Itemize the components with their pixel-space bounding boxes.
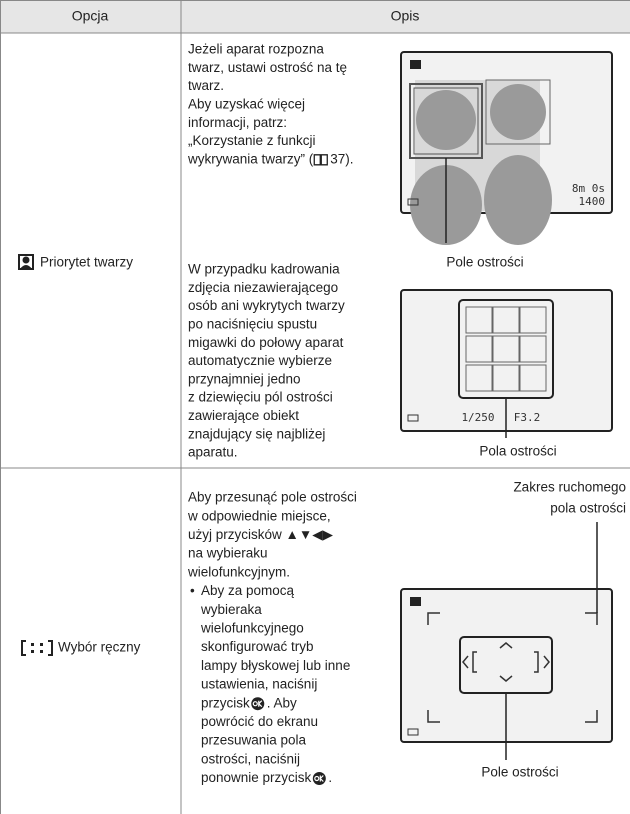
text-line: aparatu. xyxy=(188,445,238,460)
text-line: . Aby xyxy=(267,695,297,710)
text-line: . xyxy=(328,770,332,785)
text-line: wielofunkcyjnym. xyxy=(187,564,290,579)
ok-icon-k xyxy=(258,700,263,708)
text-line: Jeżeli aparat rozpozna xyxy=(188,42,324,57)
text-line: w odpowiednie miejsce, xyxy=(187,508,331,523)
text-line: wybieraka xyxy=(200,602,262,617)
bullet: • xyxy=(190,583,195,598)
text-line: Aby uzyskać więcej xyxy=(188,96,305,111)
screen-text: 1400 xyxy=(579,195,606,208)
screen-text: F3.2 xyxy=(514,411,541,424)
text-line: ustawienia, naciśnij xyxy=(201,677,317,692)
option-label: Wybór ręczny xyxy=(58,640,141,655)
text-line: powrócić do ekranu xyxy=(201,714,318,729)
text-line: ponownie przycisk xyxy=(201,770,312,785)
text-line: twarz, ustawi ostrość na tę xyxy=(188,60,347,75)
text-line: Aby przesunąć pole ostrości xyxy=(188,490,357,505)
text-line: wykrywania twarzy” ( xyxy=(187,151,314,166)
text-line: na wybieraku xyxy=(188,546,268,561)
screen-text: 1/250 xyxy=(461,411,494,424)
text-line: zawierające obiekt xyxy=(188,408,299,423)
manual-icon xyxy=(21,640,53,656)
face-icon xyxy=(18,254,34,270)
header-cell: Opcja xyxy=(72,8,109,24)
text-line: informacji, patrz: xyxy=(188,115,287,130)
text-line: osób ani wykrytych twarzy xyxy=(188,298,345,313)
text-line: przesuwania pola xyxy=(201,733,307,748)
text-line: lampy błyskowej lub inne xyxy=(201,658,350,673)
text-line: po naciśnięciu spustu xyxy=(188,316,317,331)
text-line: W przypadku kadrowania xyxy=(188,262,340,277)
screen-illustration xyxy=(400,522,613,760)
text-line: przycisk xyxy=(201,695,250,710)
header-bg xyxy=(0,0,630,33)
ok-icon-ring xyxy=(252,701,258,707)
caption: Pole ostrości xyxy=(446,255,523,270)
screen-text: 8m 0s xyxy=(572,182,605,195)
caption: Pola ostrości xyxy=(479,444,556,459)
text-line: przynajmniej jedno xyxy=(188,371,301,386)
screen-illustration xyxy=(400,51,613,245)
text-line: skonfigurować tryb xyxy=(201,639,314,654)
text-line: zdjęcia niezawierającego xyxy=(188,280,338,295)
text-line: ostrości, naciśnij xyxy=(201,751,300,766)
text-line: znajdujący się najbliżej xyxy=(188,426,325,441)
text-line: Aby za pomocą xyxy=(201,583,295,598)
screen-illustration xyxy=(400,289,613,438)
text-line: wielofunkcyjnego xyxy=(200,620,304,635)
text-line: z dziewięciu pól ostrości xyxy=(188,390,333,405)
text-line: migawki do połowy aparat xyxy=(188,335,344,350)
text-line: użyj przycisków ▲▼◀▶ xyxy=(188,527,334,542)
caption: pola ostrości xyxy=(550,501,626,516)
ok-icon-k xyxy=(319,775,324,782)
ok-icon-ring xyxy=(314,775,320,782)
text-line: „Korzystanie z funkcji xyxy=(188,133,316,148)
text-line: automatycznie wybierze xyxy=(188,353,332,368)
text-line: 37). xyxy=(330,151,353,166)
caption: Pole ostrości xyxy=(481,765,558,780)
text-line: twarz. xyxy=(188,78,224,93)
caption: Zakres ruchomego xyxy=(513,480,626,495)
option-label: Priorytet twarzy xyxy=(40,255,133,270)
header-cell: Opis xyxy=(391,8,420,24)
book-icon xyxy=(313,154,328,166)
